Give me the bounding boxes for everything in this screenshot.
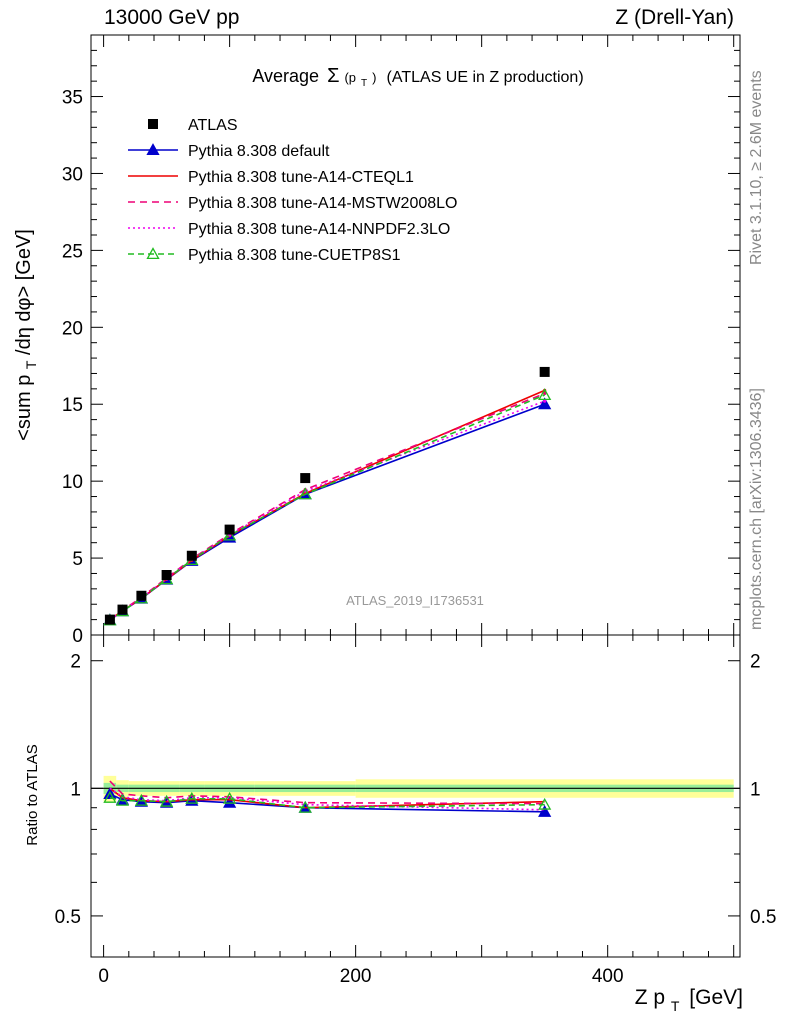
- chart-title-arg: (p: [344, 70, 356, 85]
- data-point: [161, 570, 172, 580]
- ratio-series-marker: [298, 800, 312, 813]
- x-axis-label: Z p T [GeV]: [635, 986, 743, 1016]
- y-tick-label: 25: [62, 241, 83, 262]
- y-tick-label: 15: [62, 395, 83, 416]
- header-left: 13000 GeV pp: [104, 6, 240, 29]
- ratio-series-marker: [160, 794, 174, 807]
- series-line: [109, 403, 545, 621]
- series-marker: [538, 397, 552, 410]
- data-point: [186, 550, 197, 561]
- series-marker: [298, 487, 312, 500]
- legend-marker: [146, 143, 160, 156]
- data-point: [136, 590, 147, 601]
- x-tick-label: 200: [340, 966, 372, 987]
- ratio-series-marker: [538, 797, 552, 810]
- series-marker: [538, 388, 552, 401]
- y-tick-label: 0: [72, 626, 83, 647]
- series-line: [109, 389, 545, 621]
- chart-title-arg-sub: T: [361, 78, 367, 89]
- ratio-tick-label: 2: [70, 652, 81, 673]
- ratio-tick-label: 0.5: [750, 907, 776, 928]
- chart-title-prefix: Average: [252, 66, 319, 86]
- series-marker: [223, 528, 237, 541]
- legend-label: Pythia 8.308 tune-CUETP8S1: [188, 247, 401, 264]
- header-right: Z (Drell-Yan): [615, 6, 734, 29]
- y-axis-label-rest: /dη dφ> [GeV]: [13, 229, 35, 355]
- y-tick-label: 20: [62, 318, 83, 339]
- x-tick-label: 0: [98, 966, 109, 987]
- legend-marker-data: [148, 119, 158, 129]
- ratio-series-marker: [223, 795, 237, 808]
- x-tick-label: 400: [592, 966, 624, 987]
- series-line: [109, 400, 545, 621]
- ratio-tick-label: 1: [70, 779, 81, 800]
- ratio-tick-label: 2: [750, 652, 761, 673]
- data-point: [224, 524, 235, 535]
- x-axis-label-main: Z p: [635, 986, 665, 1009]
- ratio-series-marker: [223, 791, 237, 804]
- ratio-series-line: [109, 796, 545, 809]
- ratio-series-marker: [538, 805, 552, 817]
- data-point: [117, 604, 128, 615]
- legend-label: Pythia 8.308 default: [188, 143, 330, 160]
- legend: ATLAS Pythia 8.308 default Pythia 8.308 tu…: [128, 117, 457, 264]
- ratio-tick-label: 1: [750, 779, 761, 800]
- ratio-axis-label: Ratio to ATLAS: [24, 744, 41, 845]
- legend-label: Pythia 8.308 tune-A14-MSTW2008LO: [188, 195, 457, 212]
- y-tick-label: 35: [62, 88, 83, 109]
- y-axis-label: <sum p T /dη dφ> [GeV]: [13, 229, 41, 441]
- ratio-series-line: [109, 780, 545, 805]
- legend-label: Pythia 8.308 tune-A14-CTEQL1: [188, 169, 414, 186]
- data-point: [539, 366, 550, 377]
- y-axis-label-main: <sum p: [13, 375, 35, 441]
- chart-title: Average Σ (p T ) (ATLAS UE in Z producti…: [252, 65, 583, 90]
- ratio-series-line: [109, 787, 545, 811]
- ratio-plot-frame: [90, 634, 741, 958]
- ratio-tick-label: 0.5: [55, 907, 81, 928]
- x-axis-label-unit: [GeV]: [689, 986, 743, 1009]
- data-point: [300, 473, 311, 484]
- y-tick-label: 30: [62, 164, 83, 185]
- ratio-series-marker: [134, 793, 149, 806]
- series-line: [109, 394, 545, 622]
- data-point: [104, 614, 115, 625]
- ratio-series-marker: [185, 791, 199, 804]
- x-axis-label-sub: T: [671, 998, 680, 1014]
- legend-label: Pythia 8.308 tune-A14-NNPDF2.3LO: [188, 221, 450, 238]
- legend-label-data: ATLAS: [188, 117, 238, 134]
- legend-marker: [146, 247, 160, 260]
- y-tick-label: 10: [62, 472, 83, 493]
- series-point: [543, 391, 547, 396]
- chart-title-symbol: Σ: [327, 65, 339, 87]
- series-line: [109, 392, 545, 620]
- ratio-series-marker: [115, 793, 130, 806]
- chart-title-suffix: (ATLAS UE in Z production): [387, 69, 584, 86]
- y-axis-label-sub: T: [23, 360, 39, 369]
- watermark: ATLAS_2019_I1736531: [346, 593, 484, 608]
- y-tick-label: 5: [72, 549, 83, 570]
- series-point: [543, 399, 547, 403]
- chart-title-arg-close: ): [372, 70, 376, 85]
- ratio-series-marker: [103, 790, 117, 803]
